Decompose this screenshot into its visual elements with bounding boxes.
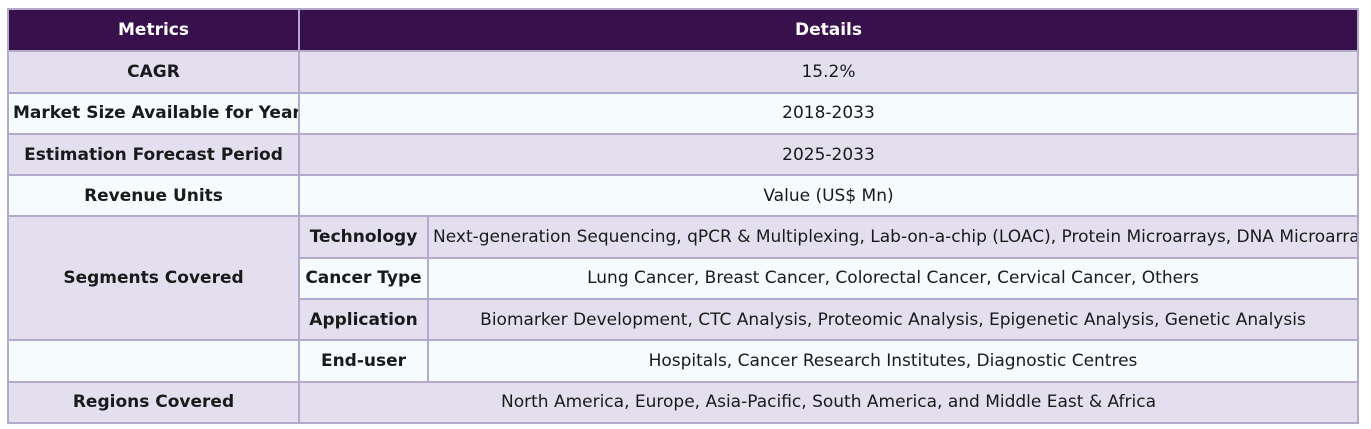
row-value-forecast: 2025-2033 bbox=[298, 132, 1359, 177]
segment-value-technology: Next-generation Sequencing, qPCR & Multi… bbox=[427, 215, 1359, 259]
row-label-empty bbox=[7, 339, 300, 383]
table-row: Segments Covered Technology Next-generat… bbox=[7, 215, 1359, 342]
row-value-cagr: 15.2% bbox=[298, 50, 1359, 94]
row-value-revenue: Value (US$ Mn) bbox=[298, 174, 1359, 218]
table-row: Regions Covered North America, Europe, A… bbox=[7, 380, 1359, 425]
row-label-cagr: CAGR bbox=[7, 50, 300, 94]
table-row: Estimation Forecast Period 2025-2033 bbox=[7, 132, 1359, 177]
table-row: Application Biomarker Development, CTC A… bbox=[8, 298, 1359, 342]
row-label-market-size: Market Size Available for Years bbox=[7, 91, 300, 135]
table-header-row: Metrics Details bbox=[7, 7, 1359, 53]
row-value-market-size: 2018-2033 bbox=[298, 91, 1359, 135]
segment-value-cancer-type: Lung Cancer, Breast Cancer, Colorectal C… bbox=[427, 256, 1359, 301]
segment-value-end-user: Hospitals, Cancer Research Institutes, D… bbox=[427, 339, 1359, 383]
row-label-revenue: Revenue Units bbox=[7, 174, 300, 218]
segment-label-technology: Technology bbox=[298, 215, 429, 259]
segment-label-application: Application bbox=[298, 298, 429, 342]
table-row: Cancer Type Lung Cancer, Breast Cancer, … bbox=[8, 256, 1359, 301]
table-row: End-user Hospitals, Cancer Research Inst… bbox=[7, 339, 1359, 383]
table-row: Market Size Available for Years 2018-203… bbox=[7, 91, 1359, 135]
segment-label-end-user: End-user bbox=[298, 339, 429, 383]
table-row: Revenue Units Value (US$ Mn) bbox=[7, 174, 1359, 218]
table-row: CAGR 15.2% bbox=[7, 50, 1359, 94]
segment-label-cancer-type: Cancer Type bbox=[298, 256, 429, 301]
row-label-segments: Segments Covered bbox=[7, 215, 300, 342]
header-metrics: Metrics bbox=[7, 7, 300, 53]
row-value-regions: North America, Europe, Asia-Pacific, Sou… bbox=[298, 380, 1359, 425]
row-label-regions: Regions Covered bbox=[7, 380, 300, 425]
segment-value-application: Biomarker Development, CTC Analysis, Pro… bbox=[427, 298, 1359, 342]
metrics-table: Metrics Details CAGR 15.2% Market Size A… bbox=[7, 7, 1359, 425]
header-details: Details bbox=[298, 7, 1359, 53]
row-label-forecast: Estimation Forecast Period bbox=[7, 132, 300, 177]
